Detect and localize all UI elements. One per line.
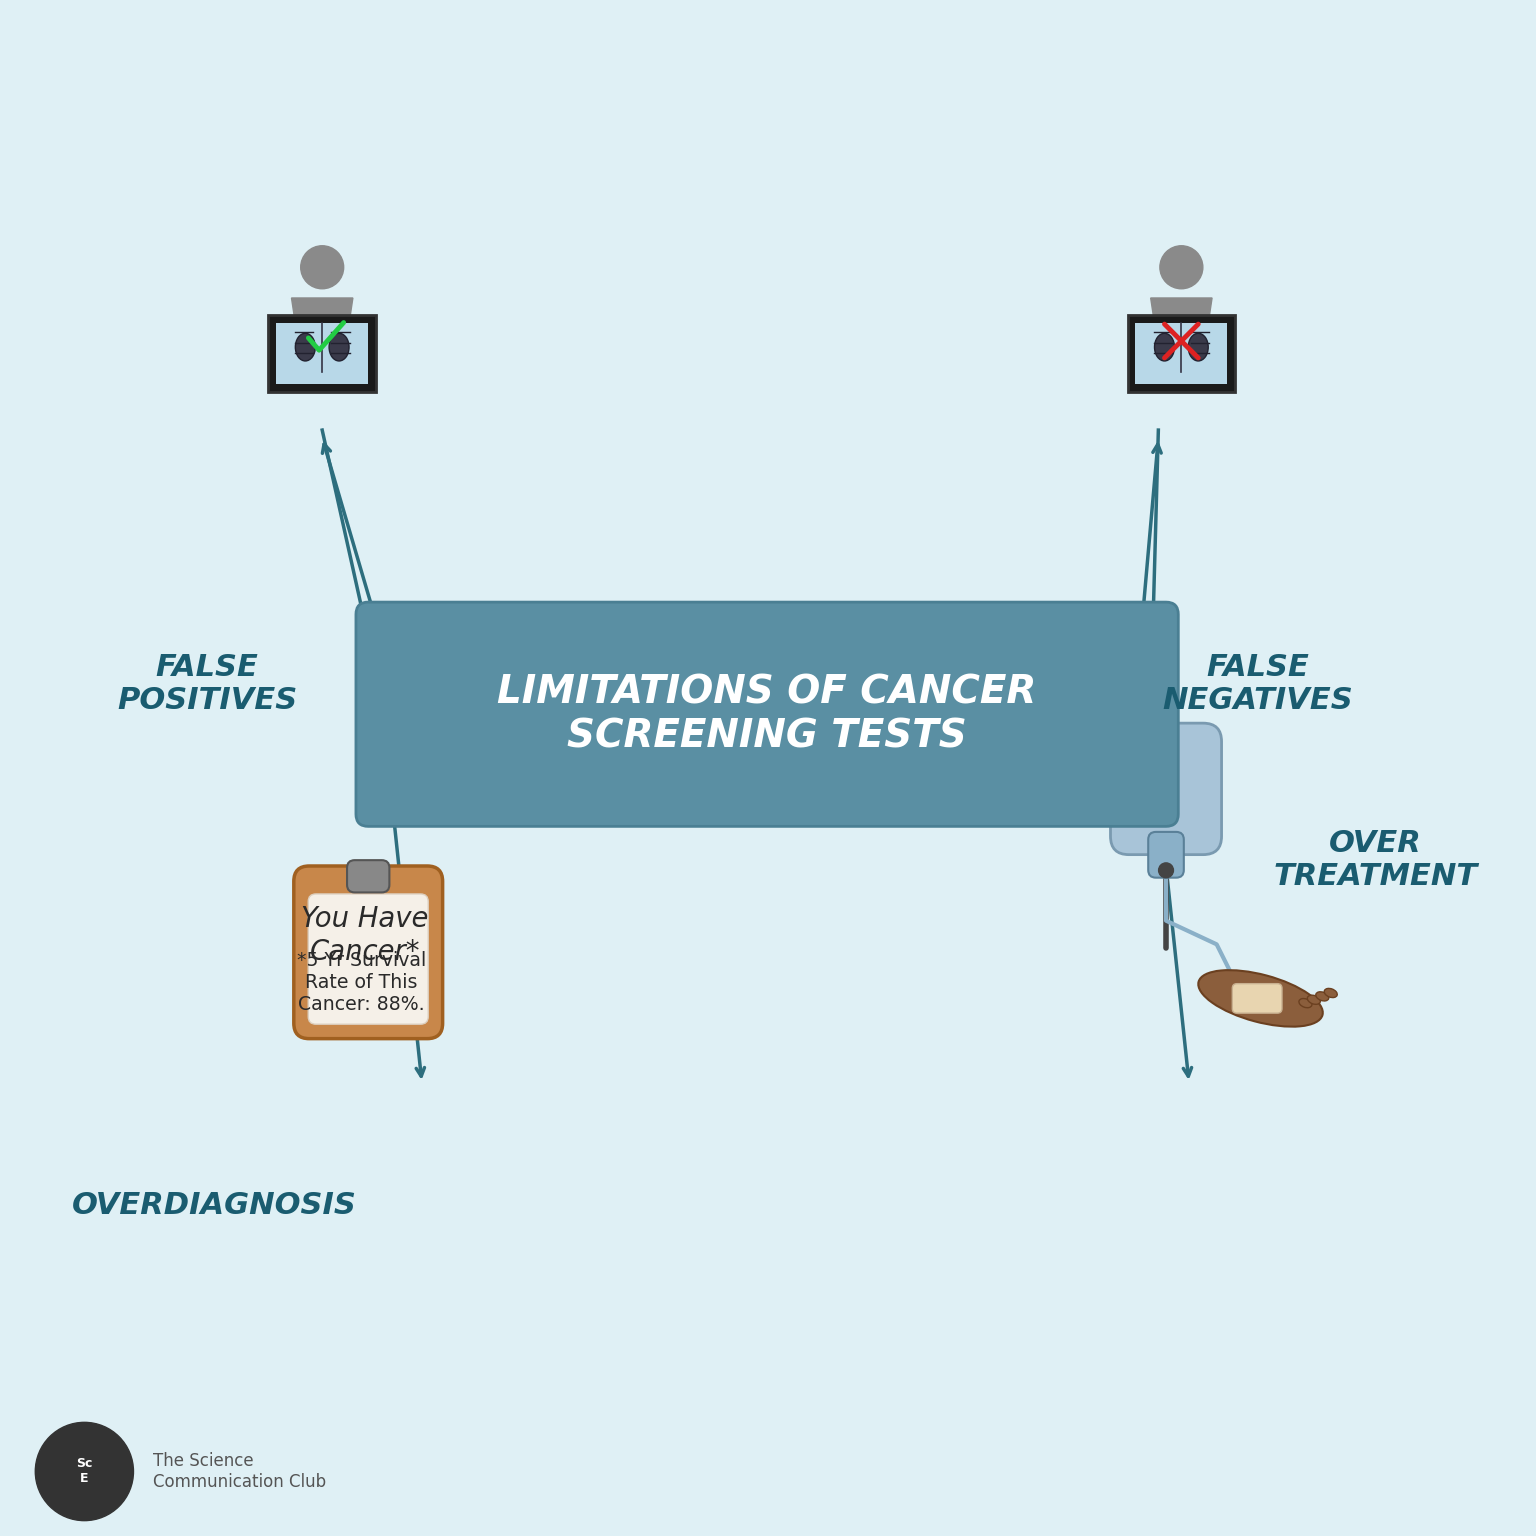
FancyBboxPatch shape: [1127, 315, 1235, 392]
Ellipse shape: [1299, 998, 1312, 1008]
Circle shape: [1158, 863, 1174, 877]
Ellipse shape: [1155, 333, 1175, 361]
Text: The Science
Communication Club: The Science Communication Club: [154, 1452, 327, 1491]
FancyBboxPatch shape: [309, 894, 429, 1025]
Circle shape: [1160, 246, 1203, 289]
Ellipse shape: [1324, 988, 1338, 997]
Ellipse shape: [1198, 971, 1322, 1026]
FancyBboxPatch shape: [276, 323, 369, 384]
FancyBboxPatch shape: [269, 315, 376, 392]
FancyBboxPatch shape: [293, 866, 442, 1038]
Text: *5 Yr Survival
Rate of This
Cancer: 88%.: *5 Yr Survival Rate of This Cancer: 88%.: [296, 951, 425, 1014]
Text: OVER
TREATMENT: OVER TREATMENT: [1273, 829, 1478, 891]
Text: FALSE
POSITIVES: FALSE POSITIVES: [117, 653, 298, 716]
FancyBboxPatch shape: [1232, 983, 1283, 1014]
Ellipse shape: [1316, 992, 1329, 1001]
FancyBboxPatch shape: [1149, 833, 1184, 877]
FancyBboxPatch shape: [1111, 723, 1221, 854]
Text: FALSE
NEGATIVES: FALSE NEGATIVES: [1163, 653, 1353, 716]
Text: OVERDIAGNOSIS: OVERDIAGNOSIS: [72, 1192, 358, 1220]
Circle shape: [35, 1422, 134, 1521]
Text: Sc
E: Sc E: [77, 1458, 92, 1485]
Text: You Have
Cancer*: You Have Cancer*: [301, 905, 429, 966]
Ellipse shape: [1307, 995, 1321, 1005]
FancyBboxPatch shape: [1132, 762, 1166, 825]
Polygon shape: [1150, 298, 1212, 359]
Ellipse shape: [295, 333, 315, 361]
Polygon shape: [292, 298, 353, 359]
Text: LIMITATIONS OF CANCER
SCREENING TESTS: LIMITATIONS OF CANCER SCREENING TESTS: [498, 673, 1037, 756]
Ellipse shape: [1189, 333, 1209, 361]
Circle shape: [301, 246, 344, 289]
Ellipse shape: [329, 333, 349, 361]
FancyBboxPatch shape: [347, 860, 390, 892]
FancyBboxPatch shape: [1135, 323, 1227, 384]
FancyBboxPatch shape: [356, 602, 1178, 826]
